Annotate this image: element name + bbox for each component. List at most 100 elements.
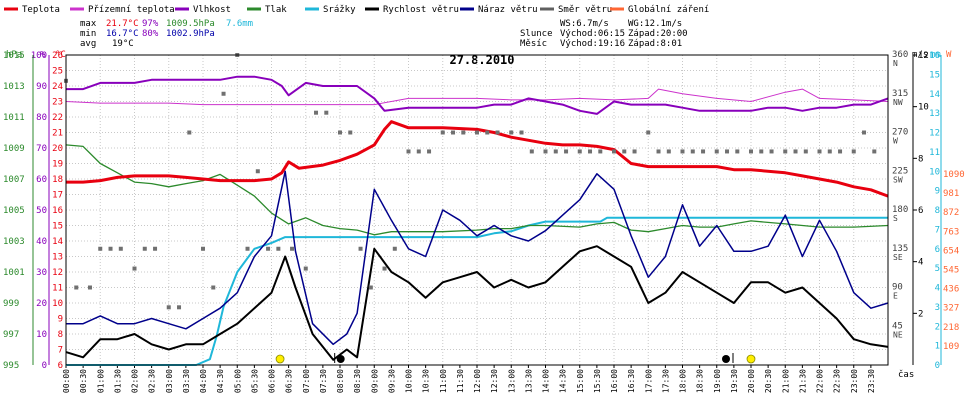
wind-dir-point: [543, 149, 548, 154]
wind-dir-point: [803, 149, 808, 154]
x-tick-label: 08:00: [336, 369, 345, 393]
tick-ms: 2: [918, 309, 923, 319]
wind-dir-point: [416, 149, 421, 154]
x-tick-label: 07:30: [319, 369, 328, 393]
wind-dir-point: [553, 149, 558, 154]
moonset-marker: [336, 355, 345, 363]
wind-dir-point: [656, 149, 661, 154]
tick-deg-dir: N: [893, 59, 898, 68]
x-tick-label: 20:30: [764, 369, 773, 393]
tick-hpa: 1007: [3, 175, 25, 185]
tick-wm2: 654: [943, 246, 959, 256]
wind-dir-point: [324, 110, 329, 115]
x-tick-label: 18:00: [679, 369, 688, 393]
tick-degc: 11: [52, 284, 63, 294]
series-wind-gust: [66, 170, 889, 346]
series-pressure: [65, 144, 889, 236]
stats-avg-temp: 19°C: [112, 39, 134, 49]
x-tick-label: 19:00: [713, 369, 722, 393]
wind-dir-point: [440, 130, 445, 135]
x-tick-label: 09:00: [370, 369, 379, 393]
info-moon-set: Západ:8:01: [628, 39, 682, 49]
tick-deg: 135: [892, 244, 908, 254]
tick-hpa: 999: [3, 299, 19, 309]
wind-dir-point: [862, 130, 867, 135]
x-tick-label: 05:30: [250, 369, 259, 393]
tick-degc: 12: [52, 268, 63, 278]
tick-degc: 10: [52, 299, 63, 309]
wind-dir-point: [872, 149, 877, 154]
unit-ms: m/s: [912, 50, 928, 60]
tick-mm: 6: [935, 245, 940, 255]
wind-dir-point: [221, 91, 226, 96]
info-wg: WG:12.1m/s: [628, 19, 682, 29]
x-tick-label: 22:30: [833, 369, 842, 393]
wind-dir-point: [646, 130, 651, 135]
wind-dir-point: [461, 130, 466, 135]
x-tick-label: 00:00: [62, 369, 71, 393]
x-tick-label: 17:30: [661, 369, 670, 393]
tick-pct: 70: [36, 144, 47, 154]
tick-mm: 0: [935, 361, 940, 371]
wind-dir-point: [314, 110, 319, 115]
x-tick-label: 04:30: [216, 369, 225, 393]
tick-degc: 16: [52, 206, 63, 216]
x-tick-label: 11:00: [439, 369, 448, 393]
tick-deg-dir: S: [893, 214, 898, 223]
wind-dir-point: [108, 246, 113, 251]
tick-hpa: 1005: [3, 206, 25, 216]
tick-degc: 19: [52, 160, 63, 170]
tick-pct: 10: [36, 330, 47, 340]
tick-pct: 20: [36, 299, 47, 309]
right-axes: 45NE90E135SE180S225SW270W315NW360N246810…: [892, 50, 965, 371]
wind-dir-point: [529, 149, 534, 154]
tick-pct: 90: [36, 82, 47, 92]
wind-dir-point: [427, 149, 432, 154]
x-tick-label: 17:00: [644, 369, 653, 393]
unit-time: čas: [898, 369, 914, 380]
x-tick-label: 09:30: [387, 369, 396, 393]
plot-border: [65, 54, 889, 366]
stats-min-hum: 80%: [142, 29, 159, 39]
tick-hpa: 1001: [3, 268, 25, 278]
tick-mm: 14: [929, 90, 940, 100]
x-tick-label: 20:00: [747, 369, 756, 393]
unit-mm: mm: [930, 50, 941, 60]
wind-dir-point: [680, 149, 685, 154]
wind-dir-point: [793, 149, 798, 154]
wind-dir-point: [153, 246, 158, 251]
series-lines: [64, 53, 889, 366]
wind-dir-point: [245, 246, 250, 251]
stats-block: max 21.7°C 97% 1009.5hPa 7.6mm min 16.7°…: [80, 19, 253, 49]
wind-dir-point: [612, 149, 616, 154]
wind-dir-point: [769, 149, 774, 154]
tick-mm: 15: [929, 70, 940, 80]
tick-degc: 22: [52, 113, 63, 123]
tick-wm2: 763: [943, 227, 959, 237]
wind-dir-point: [187, 130, 192, 135]
x-tick-label: 13:00: [507, 369, 516, 393]
wind-dir-point: [358, 246, 363, 251]
x-tick-label: 00:30: [79, 369, 88, 393]
tick-deg: 225: [892, 166, 908, 176]
tick-degc: 21: [52, 129, 63, 139]
tick-degc: 15: [52, 222, 63, 232]
chart-title: 27.8.2010: [449, 53, 514, 67]
tick-pct: 60: [36, 175, 47, 185]
legend-label: Tlak: [265, 5, 287, 15]
tick-deg-dir: E: [893, 292, 898, 301]
tick-mm: 10: [929, 167, 940, 177]
wind-dir-point: [166, 305, 171, 310]
wind-dir-point: [735, 149, 740, 154]
wind-dir-point: [276, 246, 281, 251]
tick-ms: 6: [918, 206, 923, 216]
wind-dir-point: [303, 266, 308, 271]
x-tick-label: 12:30: [490, 369, 499, 393]
sunrise-marker: [275, 354, 285, 364]
sunset-marker: [746, 354, 756, 364]
wind-dir-point: [451, 130, 456, 135]
x-tick-label: 18:30: [696, 369, 705, 393]
tick-wm2: 436: [943, 285, 959, 295]
legend-label: Přízemní teplota: [88, 5, 175, 15]
tick-deg-dir: W: [893, 137, 898, 146]
